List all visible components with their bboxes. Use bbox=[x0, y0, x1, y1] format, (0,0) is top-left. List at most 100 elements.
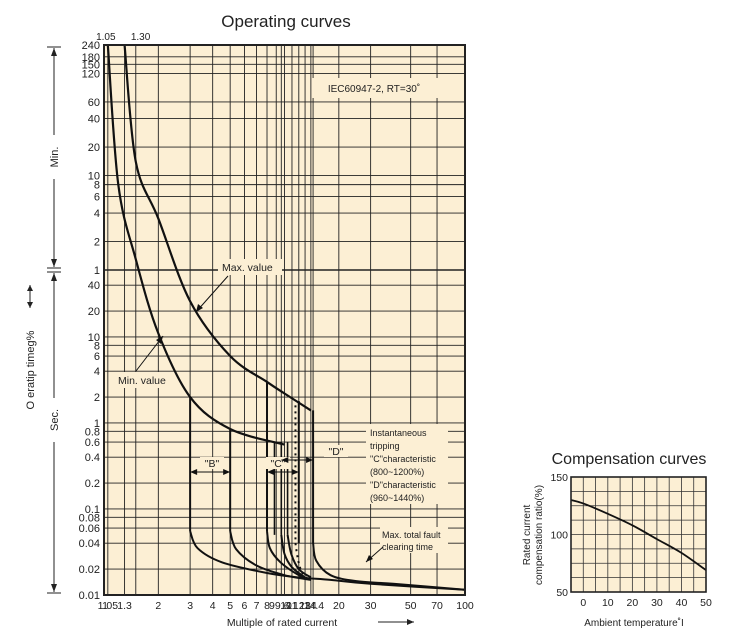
chart-title: Operating curves bbox=[221, 12, 350, 31]
operating-curves-chart: Operating curves 12468102040601201501802… bbox=[25, 12, 474, 628]
y-tick-label: 10 bbox=[88, 332, 100, 344]
bracket-label: Min. bbox=[49, 147, 61, 168]
y-tick-labels: 12468102040601201501802400.010.020.040.0… bbox=[79, 40, 100, 602]
plot-frame bbox=[103, 44, 466, 596]
band-arrowhead bbox=[291, 469, 299, 475]
y-tick-label: 1 bbox=[94, 418, 100, 430]
top-marker: 1.05 bbox=[96, 32, 116, 43]
y-tick-label: 40 bbox=[88, 280, 100, 292]
y-axis-label-arrowhead bbox=[27, 285, 33, 291]
label-bg bbox=[114, 372, 174, 388]
y-tick-label: 1 bbox=[94, 265, 100, 277]
max-value-curve bbox=[123, 44, 312, 412]
min-value-label: Min. value bbox=[118, 375, 166, 387]
x-tick-label: 8 bbox=[264, 600, 270, 612]
x-tick-label: 30 bbox=[365, 600, 377, 612]
label-bg bbox=[218, 259, 282, 275]
y-tick-label: 0.04 bbox=[79, 538, 100, 550]
x-tick-label: 5 bbox=[227, 600, 233, 612]
x-axis-label: Multiple of rated current bbox=[227, 617, 337, 628]
trip-falloff-curve bbox=[286, 534, 312, 579]
note-bg bbox=[312, 78, 440, 98]
x-tick-label: 4 bbox=[210, 600, 216, 612]
x-tick-label: 99.6 bbox=[269, 600, 290, 612]
y-tick-label: 4 bbox=[94, 366, 100, 378]
comp-x-tick: 50 bbox=[700, 597, 712, 609]
y-tick-label: 120 bbox=[82, 68, 100, 80]
y-tick-label: 0.6 bbox=[85, 437, 100, 449]
bracket-arrow bbox=[51, 273, 57, 281]
x-tick-label: 100 bbox=[456, 600, 474, 612]
x-tick-label: 70 bbox=[431, 600, 443, 612]
top-marker: 1.30 bbox=[131, 32, 151, 43]
band-arrowhead bbox=[281, 457, 289, 463]
bracket-arrow bbox=[51, 584, 57, 592]
y-tick-label: 240 bbox=[82, 40, 100, 52]
y-tick-label: 180 bbox=[82, 52, 100, 64]
compensation-title: Compensation curves bbox=[552, 451, 707, 468]
max-value-label: Max. value bbox=[222, 262, 273, 274]
y-tick-label: 4 bbox=[94, 208, 100, 220]
y-tick-label: 0.08 bbox=[79, 512, 100, 524]
comp-y-tick: 50 bbox=[556, 587, 568, 599]
x-tick-label: 20 bbox=[333, 600, 345, 612]
note-bg bbox=[380, 527, 448, 553]
band-label: "B" bbox=[205, 458, 220, 470]
comp-y-tick: 100 bbox=[550, 530, 568, 542]
x-axis-arrowhead bbox=[407, 619, 414, 625]
note-bg bbox=[366, 424, 448, 504]
comp-y-tick: 150 bbox=[550, 472, 568, 484]
x-tick-label: 50 bbox=[405, 600, 417, 612]
compensation-curves-chart: Compensation curves 0 10 20 30 40 5050100150 … bbox=[522, 451, 712, 628]
comp-tick-labels: 0 10 20 30 40 50 50 100 150 bbox=[550, 472, 712, 609]
y-tick-label: 0.02 bbox=[79, 564, 100, 576]
standard-note: IEC60947-2, RT=30˚ bbox=[328, 83, 420, 95]
fault-note-line: Max. total fault bbox=[382, 530, 441, 540]
x-tick-label: 10 bbox=[280, 600, 292, 612]
comp-x-tick: 30 bbox=[651, 597, 663, 609]
bracket-arrow bbox=[51, 48, 57, 56]
band-arrowhead bbox=[267, 469, 275, 475]
annotations: IEC60947-2, RT=30˚ Max. value Min. value "B… bbox=[114, 78, 448, 563]
x-tick-label: 14.4 bbox=[304, 600, 325, 612]
bracket-label: Sec. bbox=[49, 409, 61, 431]
y-tick-label: 0.2 bbox=[85, 478, 100, 490]
x-tick-label: 1.05 bbox=[98, 600, 119, 612]
x-tick-label: 7 bbox=[254, 600, 260, 612]
y-tick-label: 10 bbox=[88, 170, 100, 182]
curves bbox=[106, 44, 466, 591]
comp-x-axis-label: Ambient temperature˚Ι bbox=[584, 617, 684, 628]
max-value-arrowhead bbox=[196, 304, 203, 312]
x-tick-label: 14 bbox=[305, 600, 317, 612]
fault-arrowhead bbox=[366, 555, 373, 562]
y-tick-label: 60 bbox=[88, 97, 100, 109]
band-arrowhead bbox=[306, 457, 314, 463]
bracket-arrow bbox=[51, 259, 57, 267]
y-tick-label: 2 bbox=[94, 237, 100, 249]
gridlines bbox=[104, 44, 465, 596]
comp-plot-frame bbox=[570, 476, 707, 593]
band-label: "C" bbox=[270, 458, 285, 470]
x-tick-label: 6 bbox=[242, 600, 248, 612]
trip-falloff-curve bbox=[229, 530, 312, 581]
axis-side-labels: 1.05 1.30 Min. Sec. O eratip timeg% bbox=[25, 32, 151, 594]
y-tick-label: 6 bbox=[94, 351, 100, 363]
y-tick-label: 20 bbox=[88, 142, 100, 154]
comp-y-axis-label-line1: Rated current bbox=[522, 504, 533, 565]
band-arrowhead bbox=[223, 469, 231, 475]
trip-falloff-curve bbox=[280, 534, 306, 579]
instantaneous-note-line: Instantaneous bbox=[370, 428, 427, 438]
instantaneous-note-line: tripping bbox=[370, 441, 400, 451]
band-label-bg bbox=[200, 457, 224, 469]
min-value-arrowhead bbox=[156, 336, 163, 344]
x-tick-label: 3 bbox=[187, 600, 193, 612]
comp-x-tick: 10 bbox=[602, 597, 614, 609]
min-value-curve bbox=[106, 44, 285, 446]
y-tick-label: 8 bbox=[94, 340, 100, 352]
y-tick-label: 0.1 bbox=[85, 504, 100, 516]
y-axis-label: O eratip timeg% bbox=[25, 330, 37, 409]
x-tick-label: 13 bbox=[299, 600, 311, 612]
y-tick-label: 40 bbox=[88, 114, 100, 126]
